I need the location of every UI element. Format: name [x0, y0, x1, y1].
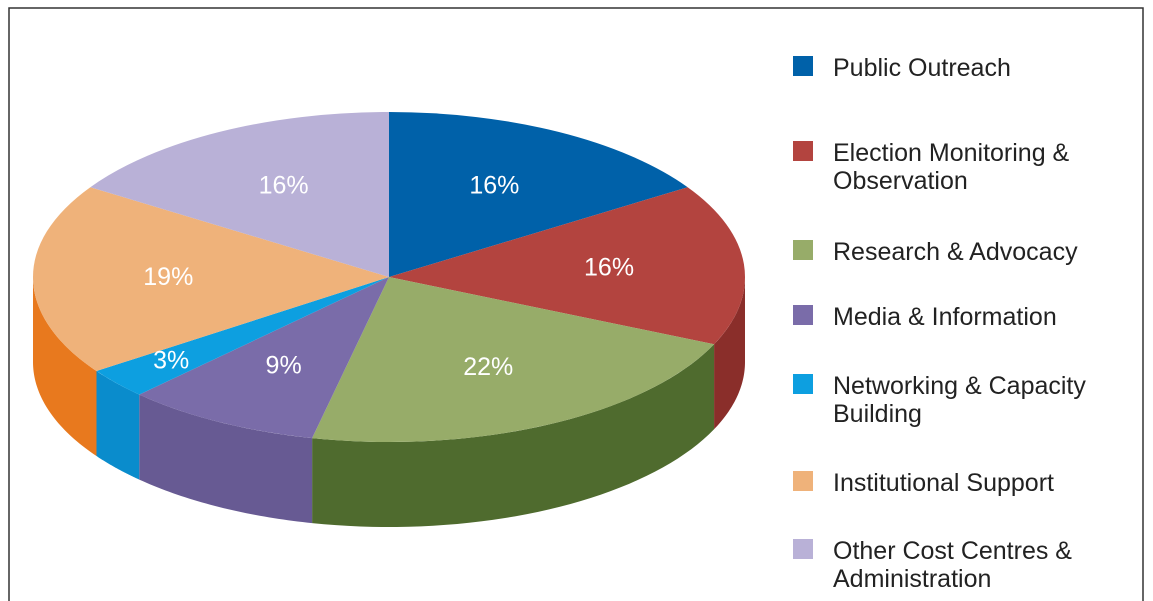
pie-slice-side — [139, 394, 313, 524]
legend-label: Research & Advocacy — [833, 238, 1078, 266]
frame — [8, 7, 1144, 601]
legend-label: Other Cost Centres & Administration — [833, 537, 1072, 593]
pie-slice-side — [33, 277, 97, 457]
data-label: 16% — [469, 172, 519, 200]
legend-item: Institutional Support — [793, 469, 1138, 497]
legend-swatch — [793, 305, 813, 325]
pie-slice — [312, 277, 715, 443]
legend-label: Public Outreach — [833, 54, 1011, 82]
legend-label: Election Monitoring & Observation — [833, 139, 1070, 195]
legend-swatch — [793, 539, 813, 559]
legend-item: Networking & Capacity Building — [793, 372, 1138, 428]
legend-swatch — [793, 471, 813, 491]
data-label: 3% — [153, 347, 189, 375]
pie-slice — [96, 277, 390, 395]
pie-slice — [389, 187, 745, 345]
legend-swatch — [793, 56, 813, 76]
legend-item: Public Outreach — [793, 54, 1138, 82]
legend-label: Media & Information — [833, 303, 1057, 331]
legend-swatch — [793, 374, 813, 394]
data-label: 9% — [266, 351, 302, 379]
legend-label: Institutional Support — [833, 469, 1054, 497]
pie-slice — [389, 112, 688, 277]
legend-item: Election Monitoring & Observation — [793, 139, 1138, 195]
data-label: 16% — [584, 254, 634, 282]
pie-slice-side — [714, 277, 745, 430]
pie-slice — [139, 277, 389, 439]
legend-item: Media & Information — [793, 303, 1138, 331]
pie-slice-side — [312, 344, 715, 527]
pie-slice — [32, 187, 389, 372]
legend-swatch — [793, 141, 813, 161]
legend-swatch — [793, 240, 813, 260]
data-label: 22% — [463, 353, 513, 381]
legend-item: Research & Advocacy — [793, 238, 1138, 266]
data-label: 19% — [143, 263, 193, 291]
pie-slice — [90, 111, 390, 277]
data-label: 16% — [259, 172, 309, 200]
legend-label: Networking & Capacity Building — [833, 372, 1086, 428]
legend-item: Other Cost Centres & Administration — [793, 537, 1138, 593]
pie-slice-side — [96, 371, 140, 480]
